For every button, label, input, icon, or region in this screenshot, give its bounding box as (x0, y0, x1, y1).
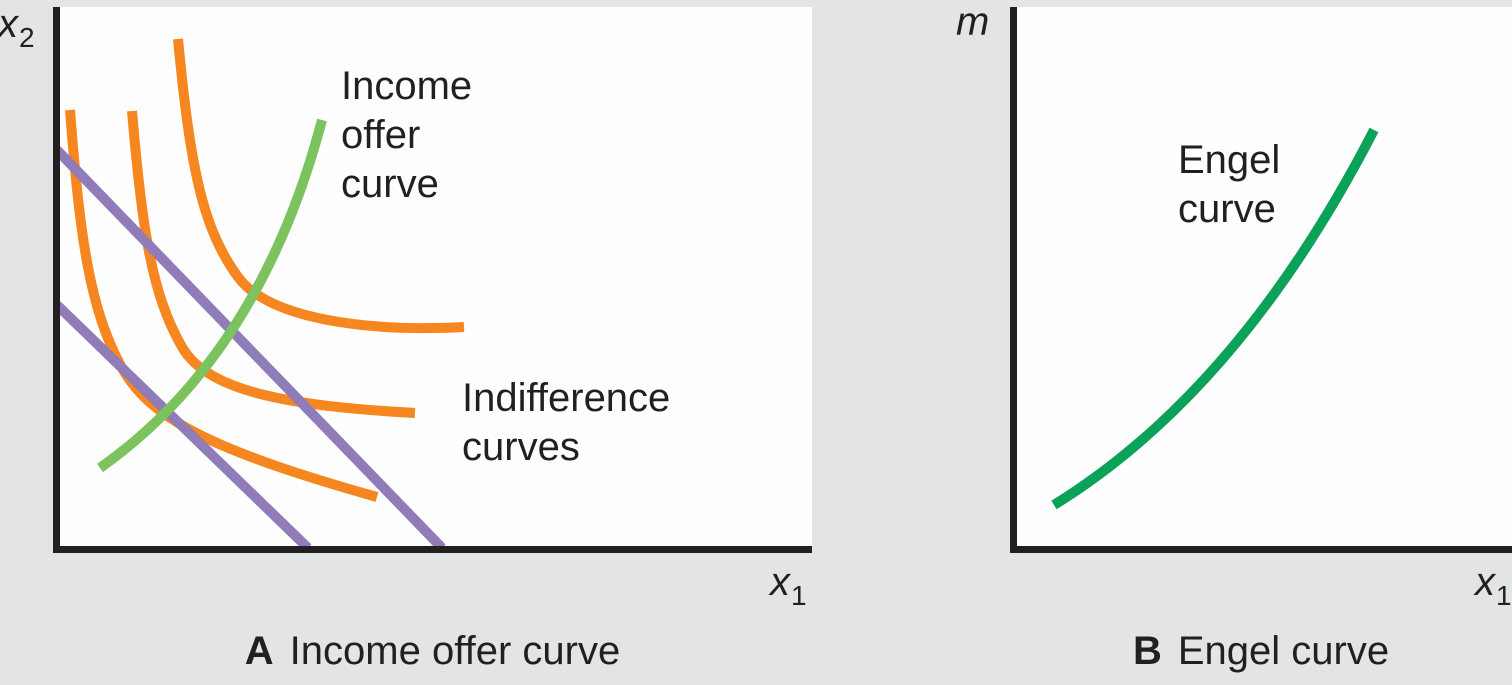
income-offer-curve-label-line3: curve (341, 162, 439, 206)
panel-a-axes (53, 7, 812, 553)
income-offer-curve-label-line2: offer (341, 113, 421, 157)
panel-b-plot-area (1013, 7, 1512, 547)
indifference-curve-2 (127, 110, 416, 418)
panel-a-plot (53, 7, 812, 553)
panel-b-x-axis-subscript: 1 (1496, 580, 1512, 611)
engel-curve-label: Engel curve (1178, 136, 1280, 234)
budget-line-2 (53, 301, 312, 552)
panel-a-caption: A Income offer curve (53, 628, 812, 674)
panel-a-x-axis-letter: x (770, 560, 790, 604)
panel-b-caption-text: Engel curve (1177, 629, 1390, 673)
panel-b-caption-letter: B (1132, 629, 1162, 673)
income-offer-curve-label: Income offer curve (341, 62, 472, 209)
panel-a-x-axis-subscript: 1 (791, 580, 807, 611)
panel-a-y-axis-label: x2 (0, 2, 35, 52)
panel-b-plot (1010, 7, 1512, 553)
panel-b-x-axis-letter: x (1475, 560, 1495, 604)
panel-a-x-axis-label: x1 (770, 560, 807, 610)
indifference-curve-3 (173, 38, 465, 334)
panel-b-y-axis-letter: m (956, 0, 990, 44)
panel-a-caption-letter: A (244, 629, 274, 673)
engel-curve-label-line2: curve (1178, 187, 1276, 231)
panel-b-y-axis-label: m (956, 2, 989, 42)
indifference-curves-label-line2: curves (462, 425, 580, 469)
indifference-curves-label: Indifference curves (462, 374, 670, 472)
indifference-curves-label-line1: Indifference (462, 376, 671, 420)
engel-curve (1051, 127, 1379, 510)
panel-b-axes (1010, 7, 1512, 553)
income-offer-curve (97, 118, 327, 473)
budget-line-1 (53, 146, 446, 552)
panel-a-y-axis-subscript: 2 (19, 22, 35, 53)
panel-a-y-axis-letter: x (0, 2, 18, 46)
panel-b-x-axis-label: x1 (1475, 560, 1512, 610)
income-offer-curve-label-line1: Income (341, 64, 473, 108)
panel-b-caption: B Engel curve (1010, 628, 1512, 674)
panel-a-caption-text: Income offer curve (289, 629, 621, 673)
engel-curve-label-line1: Engel (1178, 138, 1281, 182)
